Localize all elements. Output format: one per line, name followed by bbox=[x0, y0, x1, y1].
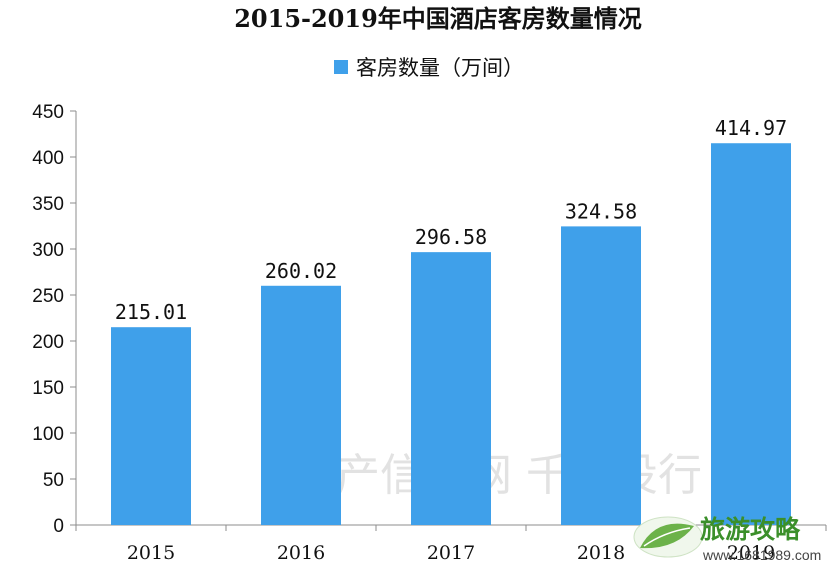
y-tick-label: 250 bbox=[32, 286, 64, 307]
bar-2019 bbox=[711, 143, 791, 525]
x-tick-label-2018: 2018 bbox=[577, 542, 625, 564]
x-tick-label-2016: 2016 bbox=[277, 542, 325, 564]
y-tick-label: 50 bbox=[43, 470, 64, 491]
data-label-2015: 215.01 bbox=[115, 300, 187, 324]
y-tick-label: 100 bbox=[32, 424, 64, 445]
bar-2018 bbox=[561, 226, 641, 525]
stamp-logo: 旅游攻略 www.1681989.com bbox=[633, 515, 821, 563]
data-label-2017: 296.58 bbox=[415, 225, 487, 249]
stamp-url: www.1681989.com bbox=[702, 547, 821, 563]
y-tick-label: 300 bbox=[32, 240, 64, 261]
y-tick-label: 150 bbox=[32, 378, 64, 399]
chart-title: 2015-2019年中国酒店客房数量情况 bbox=[234, 4, 642, 33]
x-tick-label-2019: 2019 bbox=[727, 542, 775, 564]
leaf-icon bbox=[633, 516, 703, 558]
y-tick-label: 200 bbox=[32, 332, 64, 353]
y-tick-label: 400 bbox=[32, 148, 64, 169]
x-tick-label-2015: 2015 bbox=[127, 542, 175, 564]
legend-swatch bbox=[334, 60, 348, 74]
legend-label: 客房数量（万间） bbox=[356, 56, 524, 80]
bar-2016 bbox=[261, 285, 341, 525]
y-tick-label: 350 bbox=[32, 194, 64, 215]
legend: 客房数量（万间） bbox=[334, 56, 524, 80]
bar-2017 bbox=[411, 252, 491, 525]
y-tick-label: 450 bbox=[32, 102, 64, 123]
data-labels: 215.01 260.02 296.58 324.58 414.97 bbox=[115, 116, 787, 324]
x-tick-label-2017: 2017 bbox=[427, 542, 475, 564]
bar-2015 bbox=[111, 327, 191, 525]
stamp-title: 旅游攻略 bbox=[700, 515, 801, 544]
x-axis: 2015 2016 2017 2018 2019 bbox=[75, 524, 827, 564]
y-tick-label: 0 bbox=[53, 516, 64, 537]
data-label-2018: 324.58 bbox=[565, 199, 637, 223]
data-label-2016: 260.02 bbox=[265, 259, 337, 283]
data-label-2019: 414.97 bbox=[715, 116, 787, 140]
bars bbox=[111, 143, 791, 525]
y-axis: 0 50 100 150 200 250 300 350 400 450 bbox=[32, 102, 77, 537]
